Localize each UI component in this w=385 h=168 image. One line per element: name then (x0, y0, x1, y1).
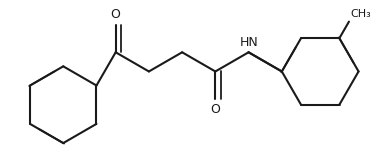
Text: O: O (111, 8, 121, 21)
Text: O: O (211, 103, 220, 116)
Text: CH₃: CH₃ (350, 9, 371, 19)
Text: HN: HN (240, 36, 259, 49)
